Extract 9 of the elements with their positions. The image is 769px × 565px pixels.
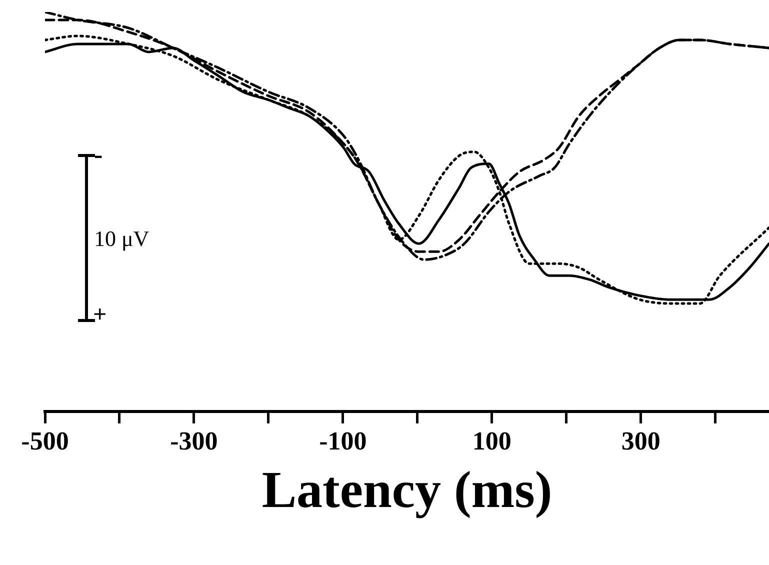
x-tick-label: -300 [170,426,218,456]
x-axis-title: Latency (ms) [262,462,552,520]
annotation: - [94,140,103,170]
annotation: + [93,302,107,329]
x-tick-label: -100 [319,426,367,456]
x-tick-label: 300 [621,426,660,456]
x-tick-label: -500 [21,426,69,456]
annotation: 10 μV [94,226,150,252]
x-tick-label: 100 [472,426,512,456]
